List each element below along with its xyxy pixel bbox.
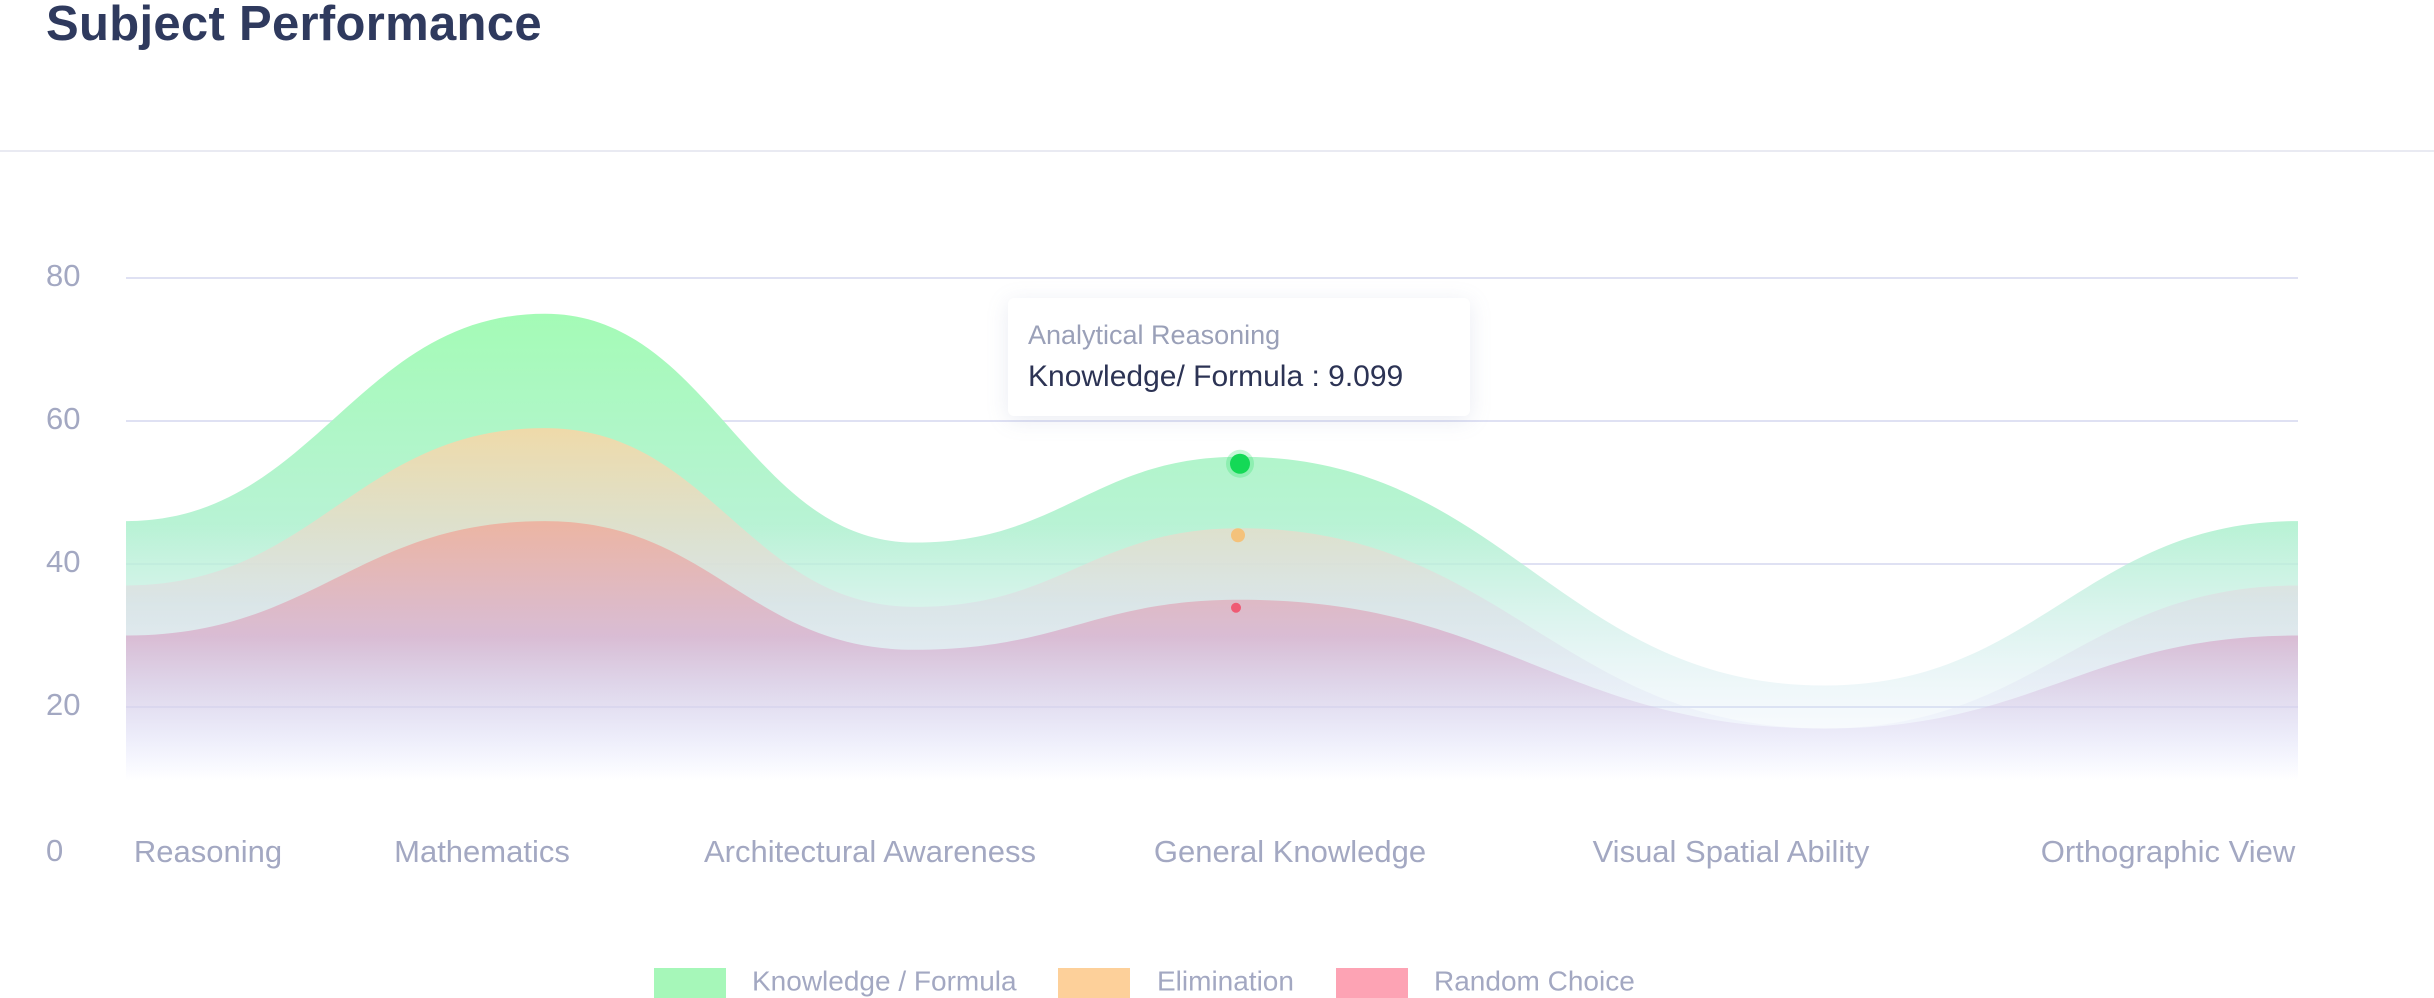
point-random-choice[interactable] [1231, 602, 1241, 613]
y-tick-label: 0 [46, 833, 63, 868]
legend-swatch[interactable] [1058, 968, 1130, 998]
point-knowledge-formula[interactable] [1230, 453, 1250, 474]
y-tick-label: 80 [46, 258, 80, 293]
x-tick-label: General Knowledge [1154, 834, 1426, 869]
tooltip-value-line: Knowledge/ Formula : 9.099 [1028, 360, 1404, 393]
y-tick-label: 40 [46, 544, 80, 579]
x-tick-label: Reasoning [134, 834, 282, 869]
legend-label[interactable]: Random Choice [1434, 965, 1635, 996]
tooltip-category: Analytical Reasoning [1028, 320, 1281, 350]
x-tick-label: Mathematics [394, 834, 570, 869]
point-elimination[interactable] [1231, 528, 1245, 543]
x-tick-label: Architectural Awareness [704, 834, 1036, 869]
legend-swatch[interactable] [1336, 968, 1408, 998]
page-title: Subject Performance [46, 0, 542, 51]
area-series-3 [126, 521, 2298, 780]
legend-label[interactable]: Elimination [1157, 965, 1294, 996]
header-divider [0, 150, 2434, 152]
legend-label[interactable]: Knowledge / Formula [752, 965, 1017, 996]
chart-tooltip: Analytical Reasoning Knowledge/ Formula … [1008, 298, 1470, 416]
y-tick-label: 20 [46, 687, 80, 722]
y-tick-label: 60 [46, 401, 80, 436]
legend-swatch[interactable] [654, 968, 726, 998]
x-tick-label: Orthographic View [2041, 834, 2296, 869]
x-tick-label: Visual Spatial Ability [1593, 834, 1870, 869]
